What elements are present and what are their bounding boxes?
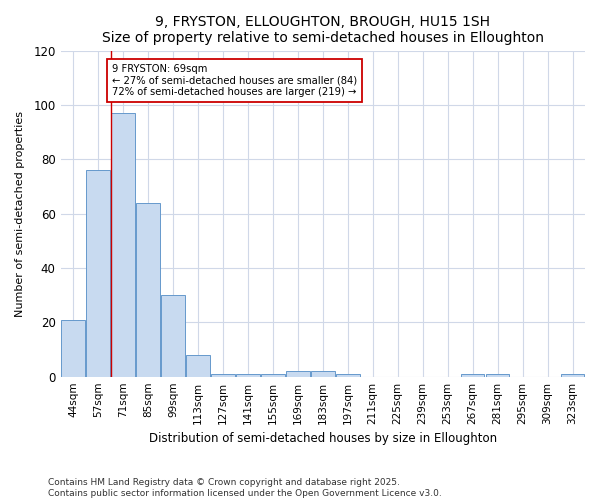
Bar	[311, 371, 335, 376]
X-axis label: Distribution of semi-detached houses by size in Elloughton: Distribution of semi-detached houses by …	[149, 432, 497, 445]
Bar	[336, 374, 359, 376]
Y-axis label: Number of semi-detached properties: Number of semi-detached properties	[15, 110, 25, 316]
Bar	[261, 374, 285, 376]
Text: 9 FRYSTON: 69sqm
← 27% of semi-detached houses are smaller (84)
72% of semi-deta: 9 FRYSTON: 69sqm ← 27% of semi-detached …	[112, 64, 357, 98]
Bar	[61, 320, 85, 376]
Bar	[486, 374, 509, 376]
Bar	[560, 374, 584, 376]
Text: Contains HM Land Registry data © Crown copyright and database right 2025.
Contai: Contains HM Land Registry data © Crown c…	[48, 478, 442, 498]
Bar	[461, 374, 484, 376]
Bar	[186, 355, 210, 376]
Bar	[136, 202, 160, 376]
Bar	[286, 371, 310, 376]
Title: 9, FRYSTON, ELLOUGHTON, BROUGH, HU15 1SH
Size of property relative to semi-detac: 9, FRYSTON, ELLOUGHTON, BROUGH, HU15 1SH…	[102, 15, 544, 45]
Bar	[161, 295, 185, 376]
Bar	[111, 113, 135, 376]
Bar	[236, 374, 260, 376]
Bar	[211, 374, 235, 376]
Bar	[86, 170, 110, 376]
